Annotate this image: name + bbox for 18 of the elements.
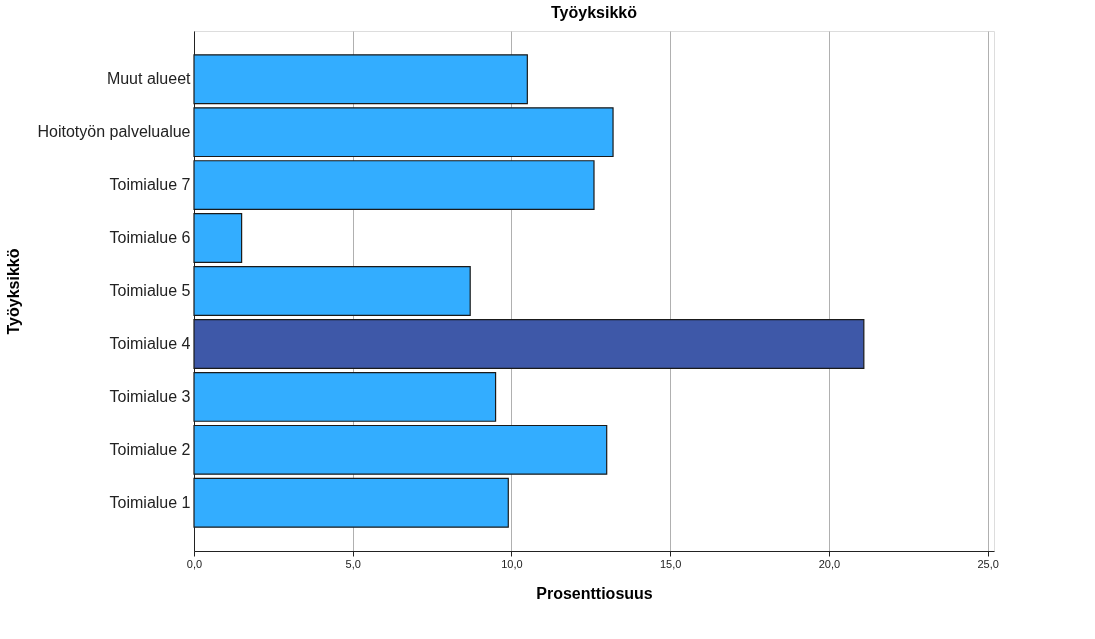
y-tick-label: Toimialue 2: [109, 440, 191, 458]
x-tick-label: 15,0: [659, 557, 682, 570]
y-tick-label: Toimialue 1: [109, 493, 191, 511]
y-tick-label: Hoitotyön palvelualue: [37, 123, 191, 141]
x-tick-label: 20,0: [818, 557, 841, 570]
y-tick-label: Muut alueet: [106, 70, 192, 88]
y-axis-title: Työyksikkö: [4, 248, 22, 335]
y-tick-label: Toimialue 5: [109, 282, 191, 299]
x-tick-label: 5,0: [345, 557, 361, 570]
x-tick-label: 25,0: [977, 557, 999, 570]
y-tick-label: Toimialue 4: [109, 334, 191, 352]
y-tick-label: Toimialue 3: [109, 387, 191, 405]
x-axis-title: Prosenttiosuus: [536, 584, 653, 602]
y-tick-label: Toimialue 7: [109, 176, 191, 194]
x-tick-label: 0,0: [186, 557, 203, 570]
chart-title: Työyksikkö: [551, 4, 638, 21]
y-tick-label: Toimialue 6: [109, 229, 191, 247]
x-tick-label: 10,0: [501, 557, 523, 570]
